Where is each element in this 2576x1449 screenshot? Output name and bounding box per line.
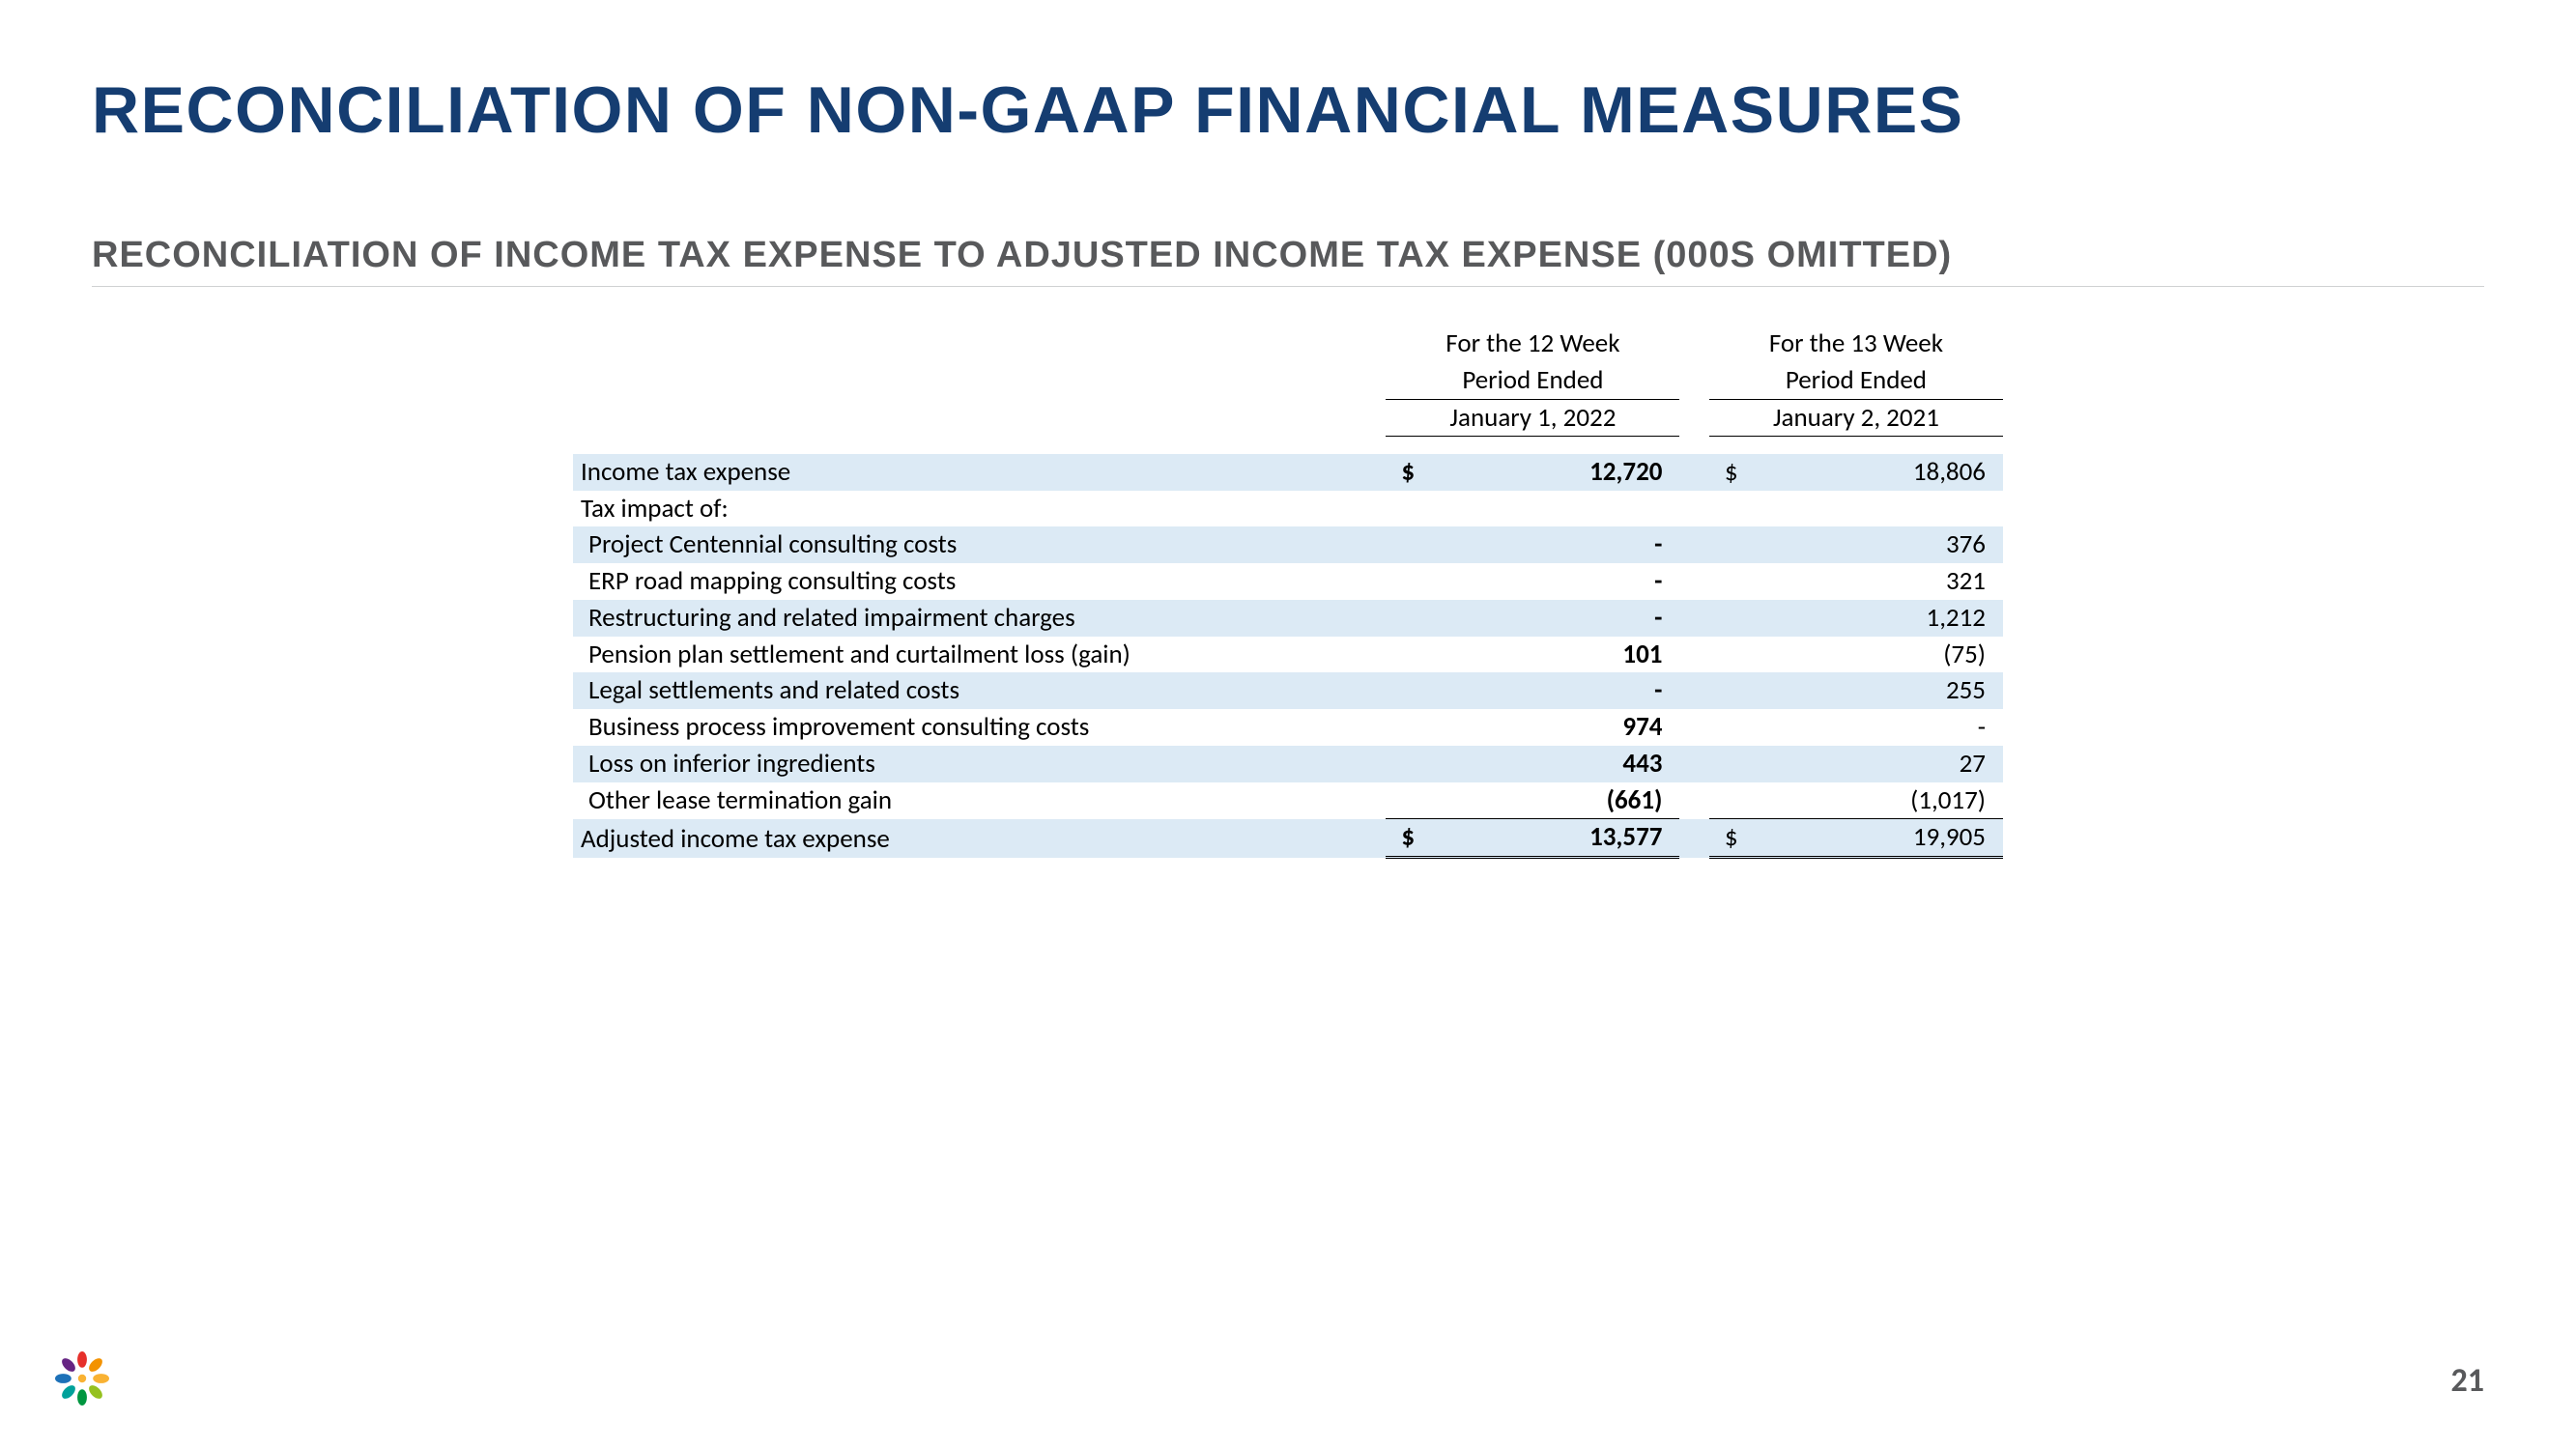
row-label: Other lease termination gain	[573, 782, 1386, 819]
row-label: Adjusted income tax expense	[573, 819, 1386, 858]
table-row: Adjusted income tax expense$13,577$19,90…	[573, 819, 2003, 858]
table-row: Tax impact of:	[573, 491, 2003, 527]
row-c1-cur	[1386, 709, 1430, 746]
row-c1-val: -	[1430, 563, 1679, 600]
row-c2-cur	[1709, 672, 1754, 709]
row-label: Project Centennial consulting costs	[573, 526, 1386, 563]
row-c2-cur	[1709, 600, 1754, 637]
row-c2-val: -	[1753, 709, 2003, 746]
row-c1-cur	[1386, 563, 1430, 600]
row-c2-cur	[1709, 563, 1754, 600]
table-row: Other lease termination gain (661) (1,017)	[573, 782, 2003, 819]
row-label: ERP road mapping consulting costs	[573, 563, 1386, 600]
col1-period-line1: For the 12 Week	[1386, 326, 1679, 362]
table-row: Restructuring and related impairment cha…	[573, 600, 2003, 637]
row-c2-val: (75)	[1753, 637, 2003, 673]
row-c2-cur	[1709, 491, 1754, 527]
row-c1-cur	[1386, 526, 1430, 563]
row-c1-val: (661)	[1430, 782, 1679, 819]
row-c2-val: 19,905	[1753, 819, 2003, 858]
divider	[92, 286, 2484, 287]
row-c1-val: -	[1430, 672, 1679, 709]
row-c1-cur: $	[1386, 454, 1430, 491]
row-c2-cur: $	[1709, 819, 1754, 858]
table-header-row: Period Ended Period Ended	[573, 362, 2003, 399]
row-label: Legal settlements and related costs	[573, 672, 1386, 709]
table-header-row: For the 12 Week For the 13 Week	[573, 326, 2003, 362]
row-c1-cur: $	[1386, 819, 1430, 858]
table-row: Legal settlements and related costs - 255	[573, 672, 2003, 709]
col2-date: January 2, 2021	[1709, 399, 2003, 437]
row-label: Business process improvement consulting …	[573, 709, 1386, 746]
row-c2-cur	[1709, 637, 1754, 673]
row-c1-val: 974	[1430, 709, 1679, 746]
row-c2-val	[1753, 491, 2003, 527]
row-label: Tax impact of:	[573, 491, 1386, 527]
row-c2-val: (1,017)	[1753, 782, 2003, 819]
row-c1-val: 12,720	[1430, 454, 1679, 491]
table-row: Project Centennial consulting costs - 376	[573, 526, 2003, 563]
row-c1-cur	[1386, 491, 1430, 527]
section-subtitle: RECONCILIATION OF INCOME TAX EXPENSE TO …	[92, 235, 2484, 276]
row-c2-val: 321	[1753, 563, 2003, 600]
row-c2-val: 1,212	[1753, 600, 2003, 637]
col2-period-line1: For the 13 Week	[1709, 326, 2003, 362]
row-c2-cur	[1709, 746, 1754, 782]
row-c1-cur	[1386, 600, 1430, 637]
page-number: 21	[2451, 1361, 2484, 1401]
row-c1-val: 443	[1430, 746, 1679, 782]
table-row: ERP road mapping consulting costs - 321	[573, 563, 2003, 600]
page-title: RECONCILIATION OF NON-GAAP FINANCIAL MEA…	[92, 72, 2484, 148]
table-row: Loss on inferior ingredients 443 27	[573, 746, 2003, 782]
row-c1-cur	[1386, 637, 1430, 673]
row-c2-val: 255	[1753, 672, 2003, 709]
table-row: Pension plan settlement and curtailment …	[573, 637, 2003, 673]
col1-date: January 1, 2022	[1386, 399, 1679, 437]
row-c2-val: 27	[1753, 746, 2003, 782]
row-c1-val: -	[1430, 526, 1679, 563]
logo-icon	[48, 1345, 116, 1412]
row-c2-cur	[1709, 782, 1754, 819]
row-c1-val	[1430, 491, 1679, 527]
row-c2-val: 18,806	[1753, 454, 2003, 491]
row-c1-cur	[1386, 782, 1430, 819]
row-label: Income tax expense	[573, 454, 1386, 491]
row-c2-val: 376	[1753, 526, 2003, 563]
row-label: Restructuring and related impairment cha…	[573, 600, 1386, 637]
row-label: Loss on inferior ingredients	[573, 746, 1386, 782]
col2-period-line2: Period Ended	[1709, 362, 2003, 399]
reconciliation-table: For the 12 Week For the 13 Week Period E…	[573, 326, 2003, 859]
row-c1-cur	[1386, 746, 1430, 782]
table-row: Income tax expense$12,720$18,806	[573, 454, 2003, 491]
row-c1-val: -	[1430, 600, 1679, 637]
table-row: Business process improvement consulting …	[573, 709, 2003, 746]
row-c2-cur: $	[1709, 454, 1754, 491]
row-c1-val: 13,577	[1430, 819, 1679, 858]
row-c1-val: 101	[1430, 637, 1679, 673]
row-c2-cur	[1709, 709, 1754, 746]
table-header-row: January 1, 2022 January 2, 2021	[573, 399, 2003, 437]
col1-period-line2: Period Ended	[1386, 362, 1679, 399]
row-label: Pension plan settlement and curtailment …	[573, 637, 1386, 673]
spacer-row	[573, 437, 2003, 454]
row-c2-cur	[1709, 526, 1754, 563]
slide: RECONCILIATION OF NON-GAAP FINANCIAL MEA…	[0, 0, 2576, 1449]
row-c1-cur	[1386, 672, 1430, 709]
